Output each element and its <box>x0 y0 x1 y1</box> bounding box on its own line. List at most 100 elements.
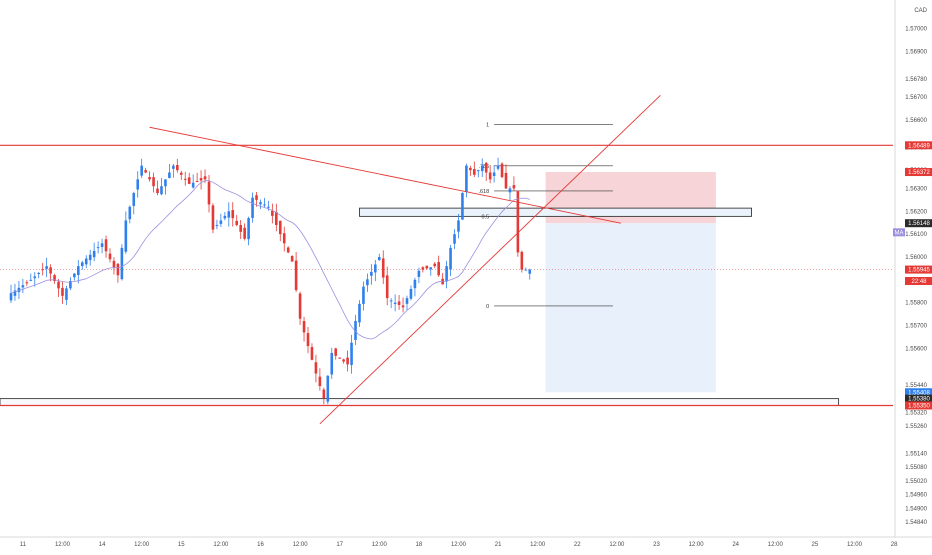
candle-body[interactable] <box>92 250 96 258</box>
candle-body[interactable] <box>500 163 504 178</box>
candle-body[interactable] <box>132 193 136 206</box>
candle-body[interactable] <box>330 352 334 375</box>
candle-body[interactable] <box>397 301 401 305</box>
candle-body[interactable] <box>425 265 429 269</box>
candle-body[interactable] <box>223 215 227 219</box>
candle-body[interactable] <box>176 165 179 171</box>
candle-body[interactable] <box>9 293 13 301</box>
candle-body[interactable] <box>314 362 318 374</box>
candle-body[interactable] <box>84 258 88 265</box>
candle-body[interactable] <box>199 178 203 181</box>
candle-body[interactable] <box>120 247 124 280</box>
candle-body[interactable] <box>405 298 409 304</box>
candle-body[interactable] <box>342 359 345 362</box>
candle-body[interactable] <box>290 256 294 262</box>
candle-body[interactable] <box>255 195 258 200</box>
candle-body[interactable] <box>33 276 37 279</box>
candle-body[interactable] <box>215 225 219 227</box>
candle-body[interactable] <box>385 275 389 299</box>
candle-body[interactable] <box>421 267 425 270</box>
candle-body[interactable] <box>334 348 338 356</box>
candle-body[interactable] <box>29 279 33 281</box>
trendline[interactable] <box>149 126 621 224</box>
candle-body[interactable] <box>338 357 341 359</box>
candle-body[interactable] <box>271 210 274 216</box>
candle-body[interactable] <box>370 271 373 276</box>
candle-body[interactable] <box>172 165 175 169</box>
candle-body[interactable] <box>524 269 528 271</box>
candle-body[interactable] <box>124 220 128 252</box>
candle-body[interactable] <box>374 264 377 273</box>
candle-body[interactable] <box>445 266 448 282</box>
candle-body[interactable] <box>152 177 155 187</box>
candle-body[interactable] <box>65 288 68 300</box>
candle-body[interactable] <box>476 170 480 172</box>
candle-body[interactable] <box>437 262 440 276</box>
candle-body[interactable] <box>484 162 488 173</box>
candle-body[interactable] <box>520 251 524 270</box>
candle-body[interactable] <box>140 165 143 176</box>
candle-body[interactable] <box>267 206 270 208</box>
candle-body[interactable] <box>104 239 108 252</box>
candle-body[interactable] <box>183 178 187 180</box>
candle-body[interactable] <box>187 177 191 184</box>
candle-body[interactable] <box>298 293 302 319</box>
candle-body[interactable] <box>73 273 76 278</box>
candle-body[interactable] <box>465 165 468 193</box>
candle-body[interactable] <box>528 269 532 274</box>
candle-body[interactable] <box>17 287 21 293</box>
candle-body[interactable] <box>318 376 322 387</box>
candle-body[interactable] <box>179 172 183 175</box>
candle-body[interactable] <box>310 347 314 360</box>
candle-body[interactable] <box>219 220 223 224</box>
candle-body[interactable] <box>381 258 385 278</box>
candle-body[interactable] <box>61 287 64 296</box>
candle-body[interactable] <box>25 282 29 284</box>
candle-body[interactable] <box>164 179 167 187</box>
candle-body[interactable] <box>294 260 298 291</box>
candle-body[interactable] <box>429 267 433 270</box>
candle-body[interactable] <box>362 286 365 304</box>
candle-body[interactable] <box>69 280 72 289</box>
candle-body[interactable] <box>263 204 266 206</box>
candle-body[interactable] <box>377 257 381 261</box>
candle-body[interactable] <box>49 267 52 274</box>
candle-body[interactable] <box>195 181 199 183</box>
candle-body[interactable] <box>473 169 476 175</box>
candle-body[interactable] <box>516 191 520 253</box>
candle-body[interactable] <box>322 389 326 399</box>
moving-average-line[interactable] <box>10 180 530 340</box>
candle-body[interactable] <box>247 218 250 240</box>
candle-body[interactable] <box>13 290 17 296</box>
candle-body[interactable] <box>346 357 349 365</box>
candle-body[interactable] <box>480 165 484 172</box>
candle-body[interactable] <box>275 212 278 226</box>
candle-body[interactable] <box>278 220 282 235</box>
candle-body[interactable] <box>41 269 44 271</box>
candle-body[interactable] <box>354 320 357 340</box>
candle-body[interactable] <box>21 285 25 288</box>
candle-body[interactable] <box>191 182 195 188</box>
candle-body[interactable] <box>80 262 84 267</box>
candle-body[interactable] <box>136 179 140 190</box>
candle-body[interactable] <box>203 176 207 180</box>
candle-body[interactable] <box>366 279 369 286</box>
candle-body[interactable] <box>504 172 508 189</box>
candle-body[interactable] <box>409 288 413 299</box>
candle-body[interactable] <box>358 303 361 323</box>
candle-body[interactable] <box>100 243 104 247</box>
candle-body[interactable] <box>116 263 120 276</box>
candle-body[interactable] <box>306 333 310 347</box>
candle-body[interactable] <box>433 263 437 267</box>
candle-body[interactable] <box>144 170 147 173</box>
candle-body[interactable] <box>488 172 492 180</box>
candle-body[interactable] <box>453 234 456 244</box>
candle-body[interactable] <box>53 275 56 281</box>
candle-body[interactable] <box>96 247 100 249</box>
candle-body[interactable] <box>112 260 116 268</box>
candle-body[interactable] <box>160 186 163 195</box>
candle-body[interactable] <box>449 247 452 270</box>
candle-body[interactable] <box>469 167 472 171</box>
candle-body[interactable] <box>389 300 393 302</box>
candle-body[interactable] <box>302 321 306 333</box>
